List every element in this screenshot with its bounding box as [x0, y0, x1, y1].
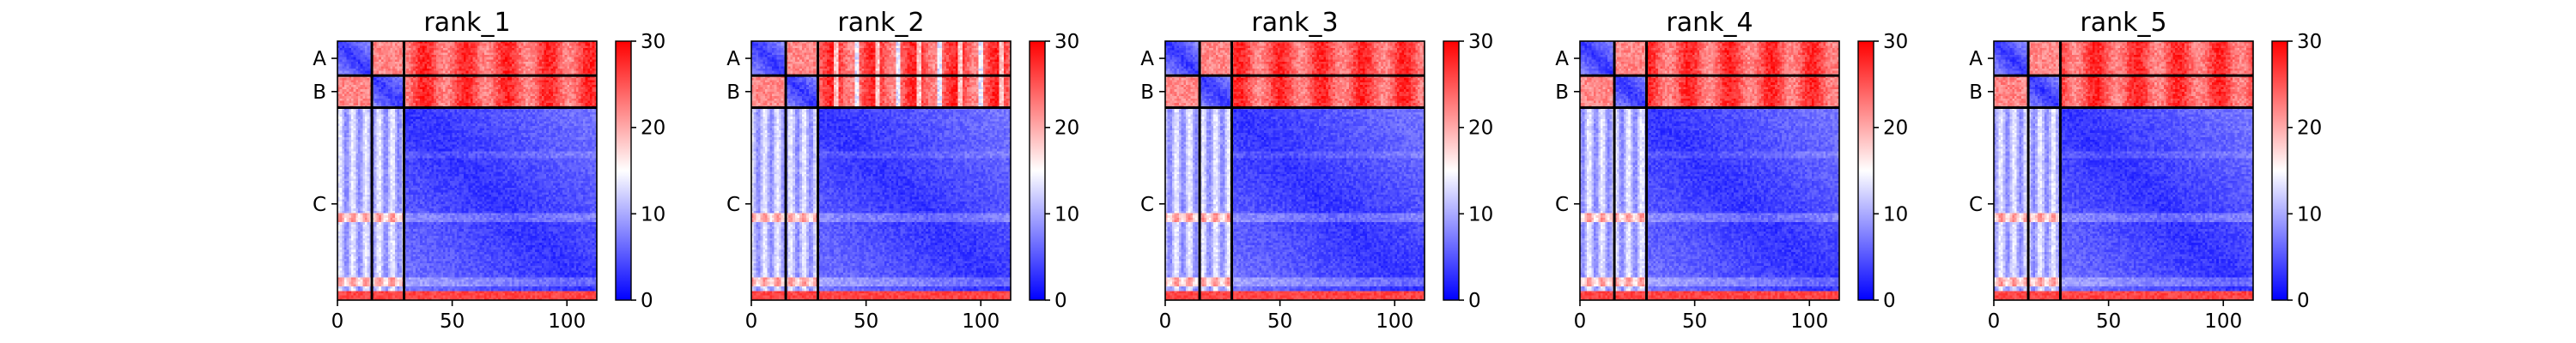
- x-tick-label: 50: [1267, 310, 1292, 333]
- panel-title: rank_5: [2080, 8, 2166, 38]
- x-tick-label: 100: [962, 310, 999, 333]
- x-tick-label: 100: [1790, 310, 1828, 333]
- panel-title: rank_1: [423, 8, 510, 38]
- plot-frame: [750, 40, 1012, 301]
- panel-rank_2: rank_2 0 50 100 AB C 0 10 20 30: [726, 8, 1079, 333]
- x-tick-label: 0: [331, 310, 344, 333]
- chain-label-C: C: [1969, 194, 1983, 216]
- colorbar-tick-label: 0: [1054, 290, 1067, 312]
- colorbar-tick-label: 10: [2297, 203, 2322, 226]
- colorbar: [1029, 40, 1046, 301]
- chain-label-C: C: [313, 194, 326, 216]
- colorbar-tick-label: 30: [1468, 31, 1493, 53]
- chain-label-B: B: [313, 81, 326, 104]
- panel-rank_3: rank_3 0 50 100 AB C 0 10 20 30: [1140, 8, 1493, 333]
- heatmap-image: [1994, 41, 2253, 300]
- panel-rank_5: rank_5 0 50 100 AB C 0 10 20 30: [1969, 8, 2322, 333]
- colorbar-tick-label: 0: [2297, 290, 2310, 312]
- x-tick-label: 50: [440, 310, 465, 333]
- x-tick-label: 0: [1574, 310, 1587, 333]
- x-tick-label: 0: [1988, 310, 2001, 333]
- panel-rank_4: rank_4 0 50 100 AB C 0 10 20 30: [1555, 8, 1908, 333]
- x-tick-label: 0: [745, 310, 758, 333]
- colorbar-tick-label: 30: [1054, 31, 1079, 53]
- chain-label-B: B: [726, 81, 740, 104]
- colorbar-tick-label: 30: [1883, 31, 1908, 53]
- colorbar-tick-label: 20: [641, 117, 665, 140]
- panel-title: rank_3: [1251, 8, 1338, 38]
- heatmap-image: [1165, 41, 1425, 300]
- colorbar: [1443, 40, 1460, 301]
- colorbar-tick-label: 0: [1468, 290, 1481, 312]
- chain-label-C: C: [1555, 194, 1569, 216]
- colorbar: [2271, 40, 2288, 301]
- colorbar-tick-label: 0: [641, 290, 653, 312]
- chain-label-A: A: [1969, 48, 1983, 70]
- plot-frame: [1164, 40, 1425, 301]
- plot-frame: [337, 40, 598, 301]
- colorbar: [615, 40, 632, 301]
- chain-label-B: B: [1969, 81, 1983, 104]
- heatmap-image: [337, 41, 597, 300]
- x-tick-label: 50: [854, 310, 878, 333]
- heatmap-image: [751, 41, 1011, 300]
- heatmap-image: [1580, 41, 1839, 300]
- chain-label-C: C: [726, 194, 740, 216]
- x-tick-label: 100: [548, 310, 586, 333]
- colorbar-tick-label: 10: [641, 203, 665, 226]
- colorbar-tick-label: 20: [2297, 117, 2322, 140]
- chain-label-B: B: [1555, 81, 1569, 104]
- chain-label-A: A: [726, 48, 740, 70]
- x-tick-label: 0: [1159, 310, 1172, 333]
- plot-frame: [1993, 40, 2254, 301]
- x-tick-label: 50: [1682, 310, 1707, 333]
- panel-rank_1: rank_1 0 50 100 AB C 0 10 20 30: [313, 8, 665, 333]
- colorbar-tick-label: 10: [1883, 203, 1908, 226]
- colorbar-tick-label: 30: [2297, 31, 2322, 53]
- colorbar-tick-label: 10: [1054, 203, 1079, 226]
- chain-label-C: C: [1140, 194, 1154, 216]
- colorbar: [1857, 40, 1874, 301]
- x-tick-label: 100: [2204, 310, 2242, 333]
- colorbar-tick-label: 10: [1468, 203, 1493, 226]
- colorbar-tick-label: 20: [1054, 117, 1079, 140]
- colorbar-tick-label: 20: [1883, 117, 1908, 140]
- panel-title: rank_4: [1666, 8, 1753, 38]
- chain-label-A: A: [1140, 48, 1154, 70]
- colorbar-tick-label: 0: [1883, 290, 1896, 312]
- colorbar-tick-label: 30: [641, 31, 665, 53]
- chain-label-A: A: [313, 48, 326, 70]
- chain-label-B: B: [1140, 81, 1154, 104]
- plot-frame: [1579, 40, 1840, 301]
- x-tick-label: 100: [1376, 310, 1413, 333]
- colorbar-tick-label: 20: [1468, 117, 1493, 140]
- chain-label-A: A: [1555, 48, 1569, 70]
- x-tick-label: 50: [2096, 310, 2121, 333]
- panel-title: rank_2: [837, 8, 924, 38]
